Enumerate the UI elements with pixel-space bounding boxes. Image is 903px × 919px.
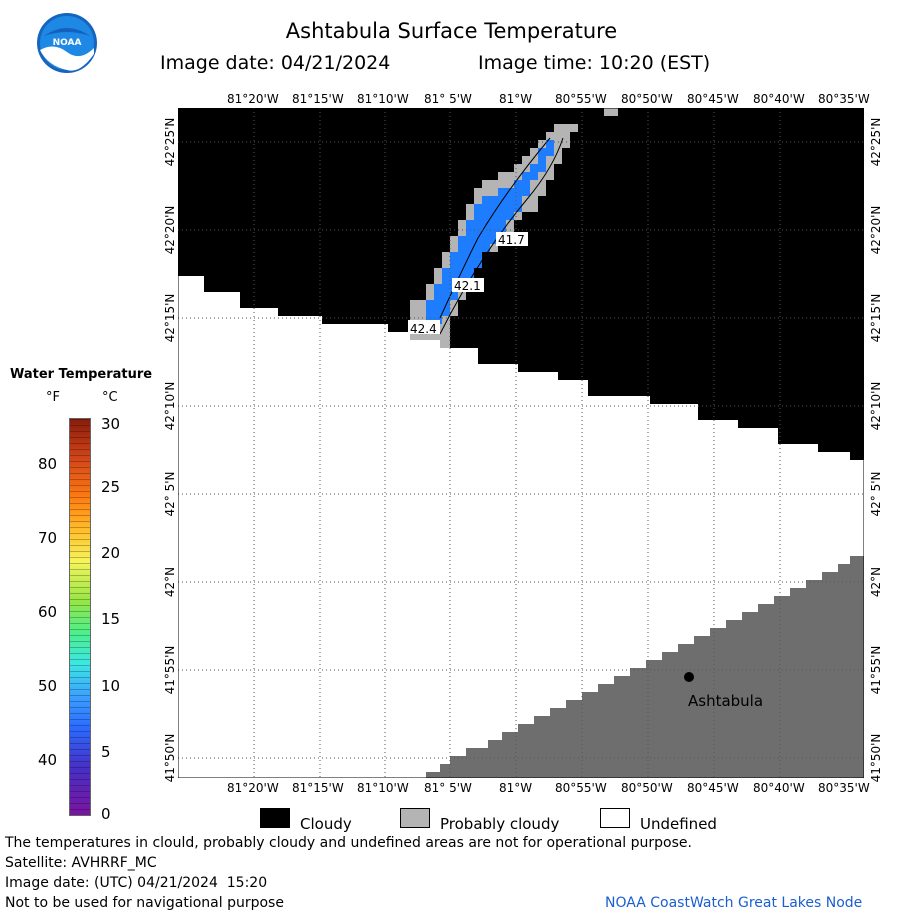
lat-label-left: 42°10'N (163, 381, 177, 431)
footer-note: The temperatures in clould, probably clo… (5, 835, 692, 851)
footer-satellite: Satellite: AVHRRF_MC (5, 855, 157, 871)
lat-label-right: 41°50'N (869, 733, 883, 783)
colorbar-f-tick: 50 (38, 677, 58, 695)
colorbar-f-tick: 40 (38, 751, 58, 769)
legend-cloudy-label: Cloudy (300, 815, 352, 833)
lat-label-left: 41°50'N (163, 733, 177, 783)
lat-label-right: 42° 5'N (869, 471, 883, 517)
lon-label-bottom: 80°45'W (687, 781, 739, 795)
lon-label-top: 81°10'W (357, 92, 409, 106)
colorbar-c-tick: 0 (101, 805, 111, 823)
colorbar (69, 418, 91, 816)
contour-line (439, 137, 564, 335)
lon-label-bottom: 80°40'W (753, 781, 805, 795)
map-panel: 41.7 42.1 42.4 Ashtabula (177, 107, 865, 779)
legend-undefined-swatch (600, 808, 630, 828)
colorbar-c-tick: 15 (101, 610, 121, 628)
legend-probably-cloudy-swatch (400, 808, 430, 828)
lat-label-left: 42° 5'N (163, 471, 177, 517)
lon-label-top: 80°35'W (818, 92, 870, 106)
lat-label-right: 42°N (869, 566, 883, 598)
footer-nav: Not to be used for navigational purpose (5, 895, 284, 911)
city-marker (684, 672, 694, 682)
footer-credit: NOAA CoastWatch Great Lakes Node (605, 895, 863, 911)
lon-label-bottom: 81°W (499, 781, 533, 795)
colorbar-c-tick: 10 (101, 677, 121, 695)
colorbar-unit-f: °F (46, 390, 60, 405)
legend-undefined-label: Undefined (640, 815, 717, 833)
lon-label-bottom: 81°15'W (292, 781, 344, 795)
lon-label-bottom: 80°50'W (621, 781, 673, 795)
noaa-logo: NOAA (36, 12, 98, 74)
lat-label-left: 42°25'N (163, 117, 177, 167)
lon-label-bottom: 80°55'W (555, 781, 607, 795)
land-region (426, 556, 864, 778)
lon-label-top: 81°15'W (292, 92, 344, 106)
map-title: Ashtabula Surface Temperature (285, 19, 618, 43)
contour-label: 42.4 (410, 322, 437, 336)
colorbar-f-tick: 60 (38, 603, 58, 621)
legend-probably-cloudy-label: Probably cloudy (440, 815, 560, 833)
lat-label-left: 42°N (163, 566, 177, 598)
colorbar-c-tick: 5 (101, 743, 111, 761)
lon-label-bottom: 81°20'W (227, 781, 279, 795)
colorbar-title: Water Temperature (10, 367, 153, 382)
lat-label-right: 41°55'N (869, 645, 883, 695)
image-date: Image date: 04/21/2024 (160, 52, 391, 74)
lat-label-right: 42°25'N (869, 117, 883, 167)
colorbar-f-tick: 80 (38, 455, 58, 473)
image-time: Image time: 10:20 (EST) (478, 52, 711, 74)
lat-label-left: 42°20'N (163, 205, 177, 255)
lat-label-left: 41°55'N (163, 645, 177, 695)
colorbar-unit-c: °C (102, 390, 118, 405)
logo-text: NOAA (53, 38, 82, 48)
contour-label: 41.7 (498, 233, 525, 247)
lon-label-bottom: 81° 5'W (424, 781, 472, 795)
colorbar-c-tick: 25 (101, 478, 121, 496)
cloud-region (178, 108, 864, 460)
lon-label-top: 81°W (499, 92, 533, 106)
lat-label-left: 42°15'N (163, 293, 177, 343)
footer-utc: Image date: (UTC) 04/21/2024 15:20 (5, 875, 268, 891)
legend-cloudy-swatch (260, 808, 290, 828)
colorbar-c-tick: 20 (101, 544, 121, 562)
lon-label-top: 81°20'W (227, 92, 279, 106)
lat-label-right: 42°15'N (869, 293, 883, 343)
city-label: Ashtabula (688, 692, 763, 710)
lon-label-top: 80°40'W (753, 92, 805, 106)
lon-label-top: 80°55'W (555, 92, 607, 106)
lat-label-right: 42°20'N (869, 205, 883, 255)
contour-label: 42.1 (454, 279, 481, 293)
lon-label-bottom: 81°10'W (357, 781, 409, 795)
colorbar-f-tick: 70 (38, 529, 58, 547)
lon-label-top: 81° 5'W (424, 92, 472, 106)
lon-label-top: 80°45'W (687, 92, 739, 106)
lat-label-right: 42°10'N (869, 381, 883, 431)
colorbar-c-tick: 30 (101, 415, 121, 433)
lon-label-bottom: 80°35'W (818, 781, 870, 795)
lon-label-top: 80°50'W (621, 92, 673, 106)
